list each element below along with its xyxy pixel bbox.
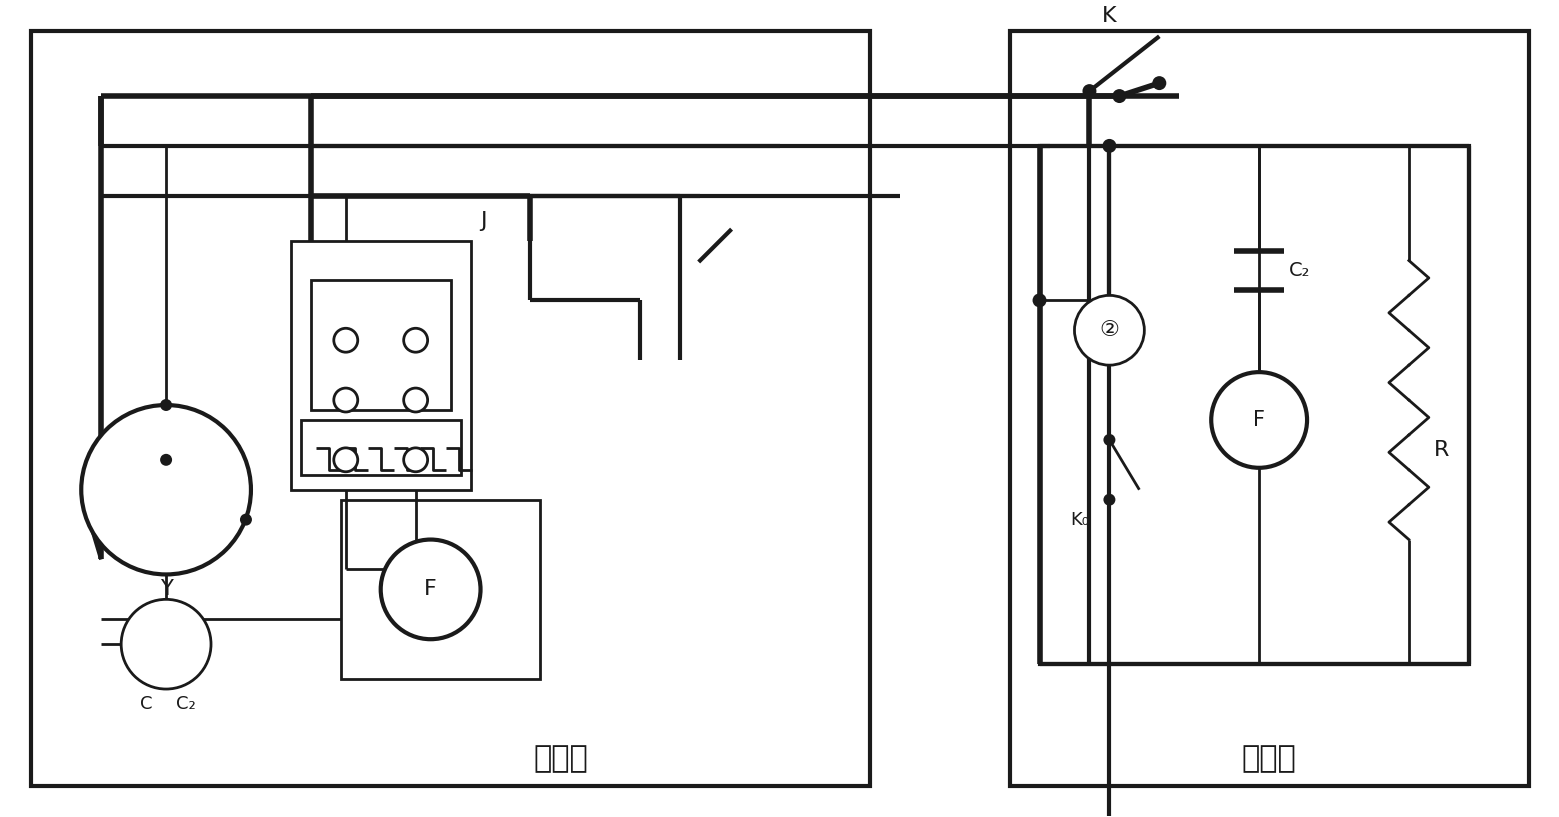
Circle shape: [1102, 139, 1116, 153]
Text: J: J: [480, 211, 486, 230]
Text: C: C: [140, 695, 153, 713]
Circle shape: [1082, 84, 1096, 98]
Bar: [310, 280, 451, 410]
Text: C₂: C₂: [176, 695, 196, 713]
Circle shape: [1032, 293, 1046, 307]
Circle shape: [404, 388, 427, 412]
Circle shape: [404, 448, 427, 471]
Circle shape: [334, 388, 357, 412]
Circle shape: [1074, 296, 1144, 365]
Bar: [1010, 31, 1529, 786]
Circle shape: [1211, 372, 1306, 468]
Circle shape: [380, 539, 480, 639]
Circle shape: [334, 328, 357, 352]
Text: K₀: K₀: [1071, 511, 1090, 529]
Circle shape: [1104, 434, 1115, 446]
Text: 室外机: 室外机: [533, 744, 588, 774]
Text: F: F: [1253, 410, 1266, 430]
Circle shape: [81, 405, 251, 574]
Text: Y: Y: [159, 579, 173, 600]
Circle shape: [122, 600, 210, 689]
Bar: [1040, 146, 1469, 664]
Circle shape: [1104, 493, 1115, 506]
Bar: [292, 240, 471, 489]
Circle shape: [161, 399, 171, 411]
Text: K: K: [1102, 7, 1116, 26]
Bar: [341, 500, 541, 679]
Circle shape: [1152, 76, 1166, 90]
Circle shape: [334, 448, 357, 471]
Circle shape: [404, 328, 427, 352]
Circle shape: [1113, 89, 1127, 103]
Text: R: R: [1434, 440, 1450, 460]
Circle shape: [240, 514, 253, 525]
Circle shape: [161, 454, 171, 466]
Text: 室内机: 室内机: [1243, 744, 1297, 774]
Bar: [31, 31, 870, 786]
Text: C₂: C₂: [1289, 261, 1311, 280]
Text: ②: ②: [1099, 320, 1119, 340]
Text: F: F: [424, 579, 437, 600]
Bar: [301, 420, 460, 475]
